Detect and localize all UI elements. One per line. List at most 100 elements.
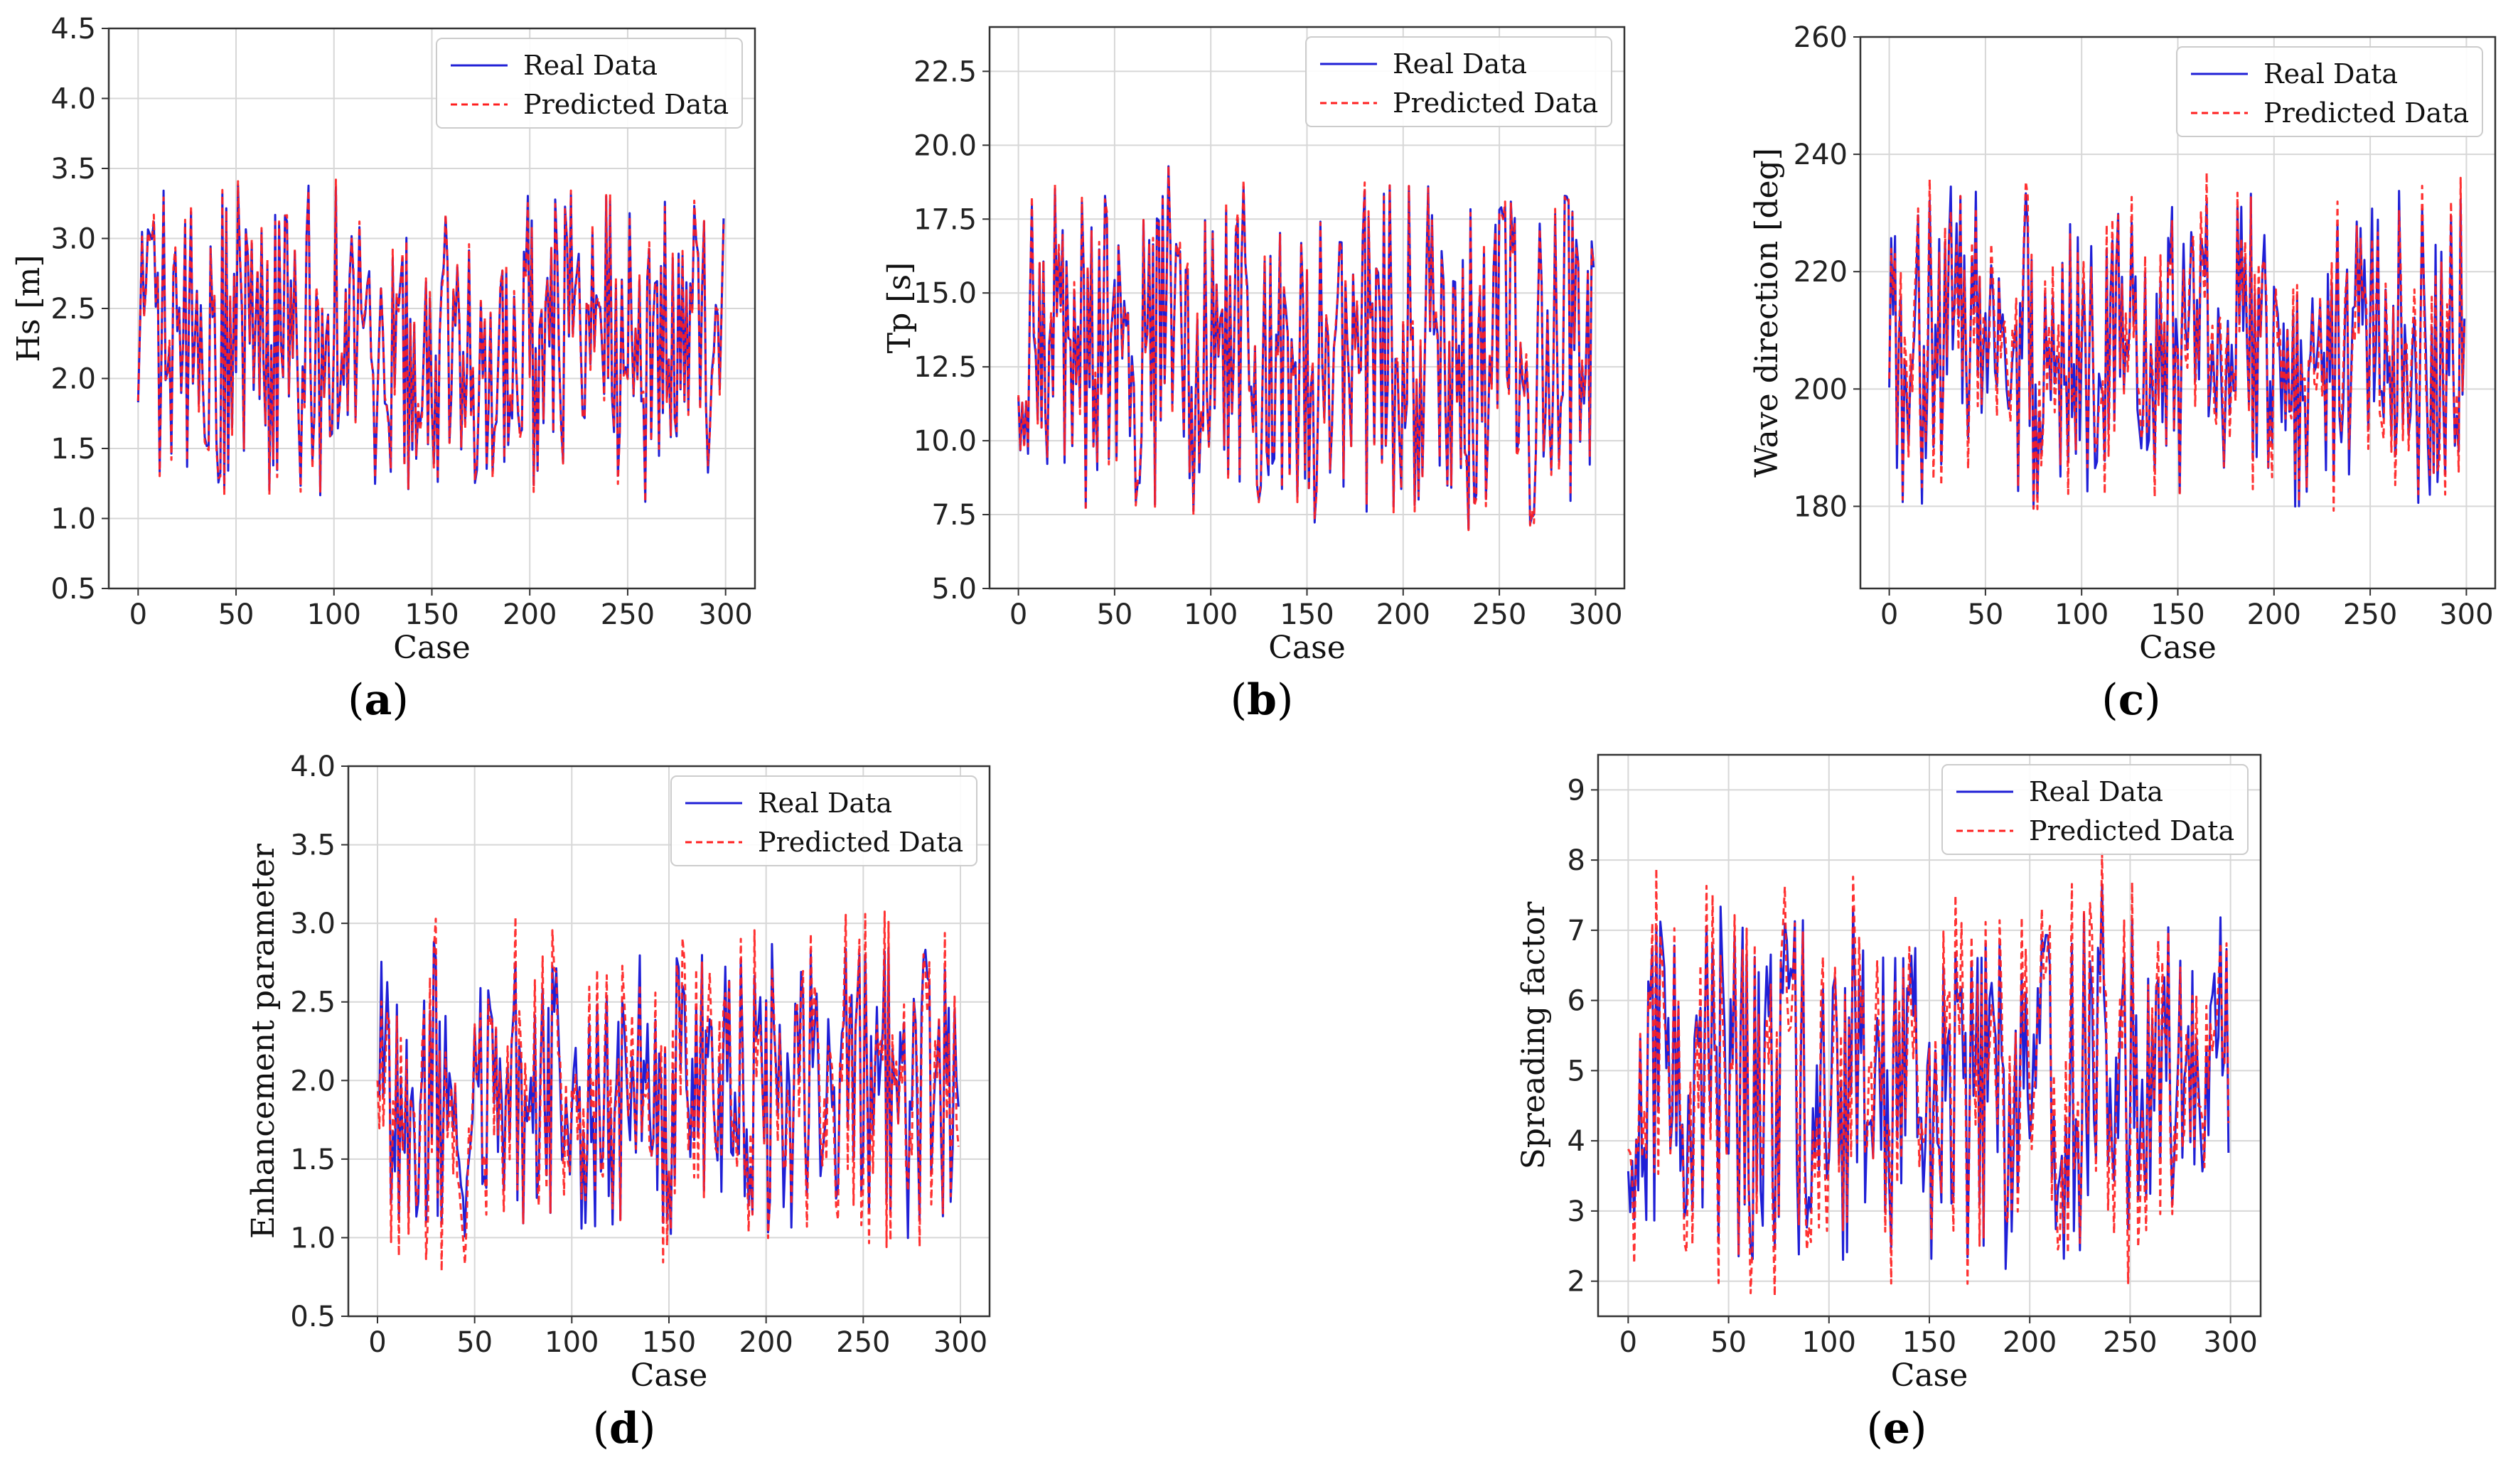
y-tick-label: 3.5 bbox=[50, 153, 96, 186]
y-tick-label: 3.0 bbox=[290, 908, 336, 940]
panel-caption: (b) bbox=[1231, 675, 1294, 725]
x-tick-label: 0 bbox=[1009, 598, 1027, 631]
x-tick-label: 250 bbox=[601, 598, 655, 631]
y-tick-label: 4.5 bbox=[50, 13, 96, 45]
panel-c: 0 50 100 150 200 250 300 180 200 220 240 260 Real Da… bbox=[1749, 21, 2497, 725]
legend-label-predicted: Predicted Data bbox=[758, 827, 963, 858]
y-axis-label: Wave direction [deg] bbox=[1749, 148, 1785, 478]
y-tick-label: 2.5 bbox=[50, 293, 96, 326]
y-tick-label: 9 bbox=[1568, 774, 1585, 807]
x-tick-label: 50 bbox=[218, 598, 254, 631]
panel-b: 0 50 100 150 200 250 300 5.0 7.5 10.0 12.5 15.0 17.5… bbox=[882, 26, 1626, 725]
y-axis-label: Spreading factor bbox=[1516, 901, 1552, 1170]
axes-frame bbox=[988, 26, 1626, 590]
panel-d: 0 50 100 150 200 250 300 0.5 1.0 1.5 2.0 2.5 3.0 3.5 4… bbox=[245, 751, 991, 1453]
series-predicted-data-line bbox=[1888, 171, 2466, 512]
x-axis-label: Case bbox=[1268, 630, 1346, 666]
y-tick-label: 1.5 bbox=[50, 433, 96, 466]
y-axis-label: Tp [s] bbox=[882, 262, 918, 353]
x-tick-label: 100 bbox=[307, 598, 361, 631]
y-tick-label: 7 bbox=[1568, 915, 1585, 947]
legend: Real Data Predicted Data bbox=[1305, 36, 1612, 127]
y-tick-label: 2.0 bbox=[50, 363, 96, 396]
x-tick-label: 50 bbox=[456, 1326, 493, 1359]
x-axis-label: Case bbox=[631, 1357, 708, 1394]
x-tick-label: 200 bbox=[503, 598, 557, 631]
panel-caption: (c) bbox=[2101, 675, 2160, 725]
y-tick-label: 4 bbox=[1568, 1125, 1585, 1158]
panel-caption: (d) bbox=[593, 1404, 656, 1453]
x-tick-label: 200 bbox=[1376, 598, 1430, 631]
y-tick-label: 220 bbox=[1794, 256, 1848, 289]
x-tick-label: 200 bbox=[2247, 598, 2301, 631]
x-axis-label: Case bbox=[2139, 630, 2217, 666]
x-tick-label: 250 bbox=[2343, 598, 2397, 631]
y-tick-label: 7.5 bbox=[931, 499, 977, 532]
y-tick-label: 4.0 bbox=[290, 751, 336, 783]
y-tick-label: 0.5 bbox=[290, 1301, 336, 1333]
y-tick-label: 3.0 bbox=[50, 223, 96, 256]
legend-label-predicted: Predicted Data bbox=[1393, 87, 1598, 119]
y-tick-label: 3 bbox=[1568, 1195, 1585, 1228]
x-tick-label: 250 bbox=[1472, 598, 1526, 631]
x-tick-label: 100 bbox=[1802, 1326, 1856, 1359]
x-tick-label: 150 bbox=[2150, 598, 2204, 631]
x-tick-label: 200 bbox=[739, 1326, 793, 1359]
x-tick-label: 300 bbox=[2203, 1326, 2257, 1359]
y-tick-label: 3.5 bbox=[290, 829, 336, 862]
panel-caption: (e) bbox=[1866, 1404, 1927, 1453]
legend-label-real: Real Data bbox=[1393, 48, 1527, 80]
x-axis-label: Case bbox=[1891, 1357, 1968, 1394]
x-tick-label: 150 bbox=[1902, 1326, 1956, 1359]
x-axis-label: Case bbox=[393, 630, 471, 666]
legend: Real Data Predicted Data bbox=[670, 775, 977, 866]
y-tick-label: 20.0 bbox=[913, 129, 977, 162]
legend-box bbox=[1941, 764, 2249, 855]
legend-label-real: Real Data bbox=[758, 787, 892, 819]
y-tick-label: 260 bbox=[1794, 21, 1848, 54]
legend: Real Data Predicted Data bbox=[436, 38, 743, 129]
y-tick-label: 0.5 bbox=[50, 573, 96, 606]
legend-label-real: Real Data bbox=[2263, 58, 2398, 90]
x-tick-label: 150 bbox=[642, 1326, 696, 1359]
y-tick-label: 1.0 bbox=[50, 503, 96, 536]
series-predicted-data-line bbox=[1017, 164, 1595, 532]
y-tick-label: 2.5 bbox=[290, 986, 336, 1019]
y-tick-label: 200 bbox=[1794, 373, 1848, 406]
legend-label-predicted: Predicted Data bbox=[2263, 97, 2469, 129]
x-tick-label: 300 bbox=[699, 598, 753, 631]
x-tick-label: 0 bbox=[1619, 1326, 1637, 1359]
series-predicted-data-line bbox=[1627, 851, 2230, 1297]
legend-box bbox=[670, 775, 977, 866]
x-tick-label: 100 bbox=[545, 1326, 599, 1359]
x-tick-label: 50 bbox=[1710, 1326, 1747, 1359]
x-tick-label: 300 bbox=[933, 1326, 987, 1359]
x-tick-label: 150 bbox=[404, 598, 459, 631]
legend-label-real: Real Data bbox=[523, 50, 658, 81]
x-tick-label: 100 bbox=[1184, 598, 1238, 631]
x-tick-label: 0 bbox=[129, 598, 147, 631]
series-predicted-data-line bbox=[376, 910, 960, 1272]
x-tick-label: 50 bbox=[1967, 598, 2003, 631]
x-tick-label: 250 bbox=[2103, 1326, 2157, 1359]
legend-label-real: Real Data bbox=[2029, 776, 2163, 807]
series-predicted-data-line bbox=[136, 178, 725, 503]
x-tick-label: 300 bbox=[1568, 598, 1622, 631]
y-tick-label: 5 bbox=[1568, 1055, 1585, 1087]
axes-frame bbox=[1859, 36, 2497, 590]
y-tick-label: 12.5 bbox=[913, 351, 977, 384]
y-axis-label: Hs [m] bbox=[11, 255, 47, 362]
y-tick-label: 240 bbox=[1794, 139, 1848, 171]
x-tick-label: 100 bbox=[2054, 598, 2109, 631]
y-tick-label: 15.0 bbox=[913, 277, 977, 310]
x-tick-label: 50 bbox=[1096, 598, 1132, 631]
y-tick-label: 10.0 bbox=[913, 425, 977, 458]
legend-box bbox=[1305, 36, 1612, 127]
x-tick-label: 150 bbox=[1280, 598, 1334, 631]
legend: Real Data Predicted Data bbox=[1941, 764, 2249, 855]
y-tick-label: 1.0 bbox=[290, 1222, 336, 1254]
y-axis-label: Enhancement parameter bbox=[245, 843, 282, 1239]
panel-e: 0 50 100 150 200 250 300 2 3 4 5 6 7 8 9 Real Data Predi… bbox=[1516, 753, 2262, 1453]
y-tick-label: 180 bbox=[1794, 490, 1848, 523]
